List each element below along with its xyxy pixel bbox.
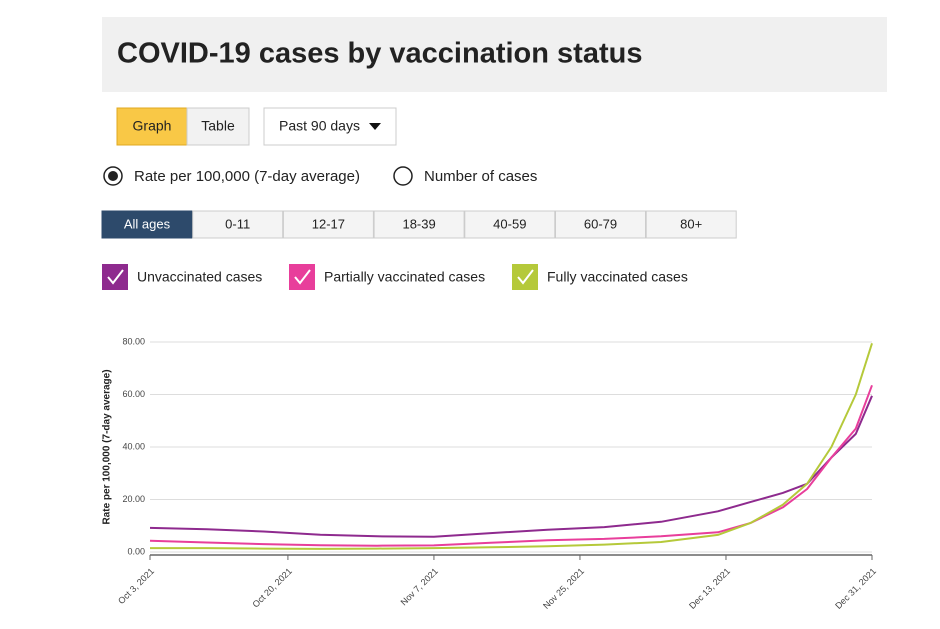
y-tick-label: 40.00 [122,441,145,451]
age-tab[interactable] [282,210,374,239]
graph-button-label: Graph [133,118,172,134]
legend-label: Partially vaccinated cases [324,269,485,285]
radio-dot [108,171,118,181]
age-tabs: All ages 0-11 12-17 18-39 40-59 60-79 80+ [101,210,737,239]
legend-swatch[interactable] [289,264,315,290]
y-tick-label: 80.00 [122,336,145,346]
x-tick-label: Oct 3, 2021 [116,566,156,606]
table-button[interactable] [186,107,250,146]
dropdown-arrow [369,123,381,130]
legend-swatch[interactable] [102,264,128,290]
age-tab-label: 60-79 [584,216,617,231]
legend-check [294,269,311,285]
legend-check [517,269,534,285]
radio-number-label: Number of cases [424,168,537,185]
series-line [150,342,873,550]
legend-label: Fully vaccinated cases [547,269,688,285]
age-tab-label: 80+ [680,216,702,231]
series-line [149,384,873,547]
x-tick-label: Oct 20, 2021 [250,566,294,610]
y-tick-label: 0.00 [127,546,145,556]
radio-number[interactable] [393,166,413,186]
legend-label: Unvaccinated cases [137,269,262,285]
age-tab[interactable] [101,210,193,239]
x-tick-label: Nov 7, 2021 [399,566,440,607]
age-tab-label: All ages [124,216,171,231]
series-line [149,395,873,538]
age-tab[interactable] [192,210,284,239]
age-tab-label: 12-17 [312,216,345,231]
age-tab-label: 0-11 [225,216,250,231]
graph-button[interactable] [116,107,188,146]
legend: Unvaccinated cases Partially vaccinated c… [102,264,688,290]
age-tab-label: 18-39 [402,216,435,231]
legend-swatch[interactable] [512,264,538,290]
age-tab[interactable] [373,210,465,239]
header-bg [102,17,887,92]
plot: 0.00 20.00 40.00 60.00 80.00 Oct 3, 2021 Oct 2… [102,336,878,611]
y-tick-label: 60.00 [122,389,145,399]
age-tab-label: 40-59 [493,216,526,231]
y-axis-label: Rate per 100,000 (7-day average) [102,369,113,524]
x-tick-label: Nov 25, 2021 [541,566,586,611]
age-tab[interactable] [555,210,646,239]
age-tab[interactable] [464,210,556,239]
legend-check [107,269,124,285]
radio-rate-label: Rate per 100,000 (7-day average) [134,168,360,185]
table-button-label: Table [201,118,235,134]
y-tick-label: 20.00 [122,494,145,504]
x-tick-label: Dec 31, 2021 [833,566,878,611]
age-tab[interactable] [645,210,737,239]
x-tick-label: Dec 13, 2021 [687,566,732,611]
chart-title: COVID-19 cases by vaccination status [117,38,642,70]
period-label: Past 90 days [279,118,360,134]
